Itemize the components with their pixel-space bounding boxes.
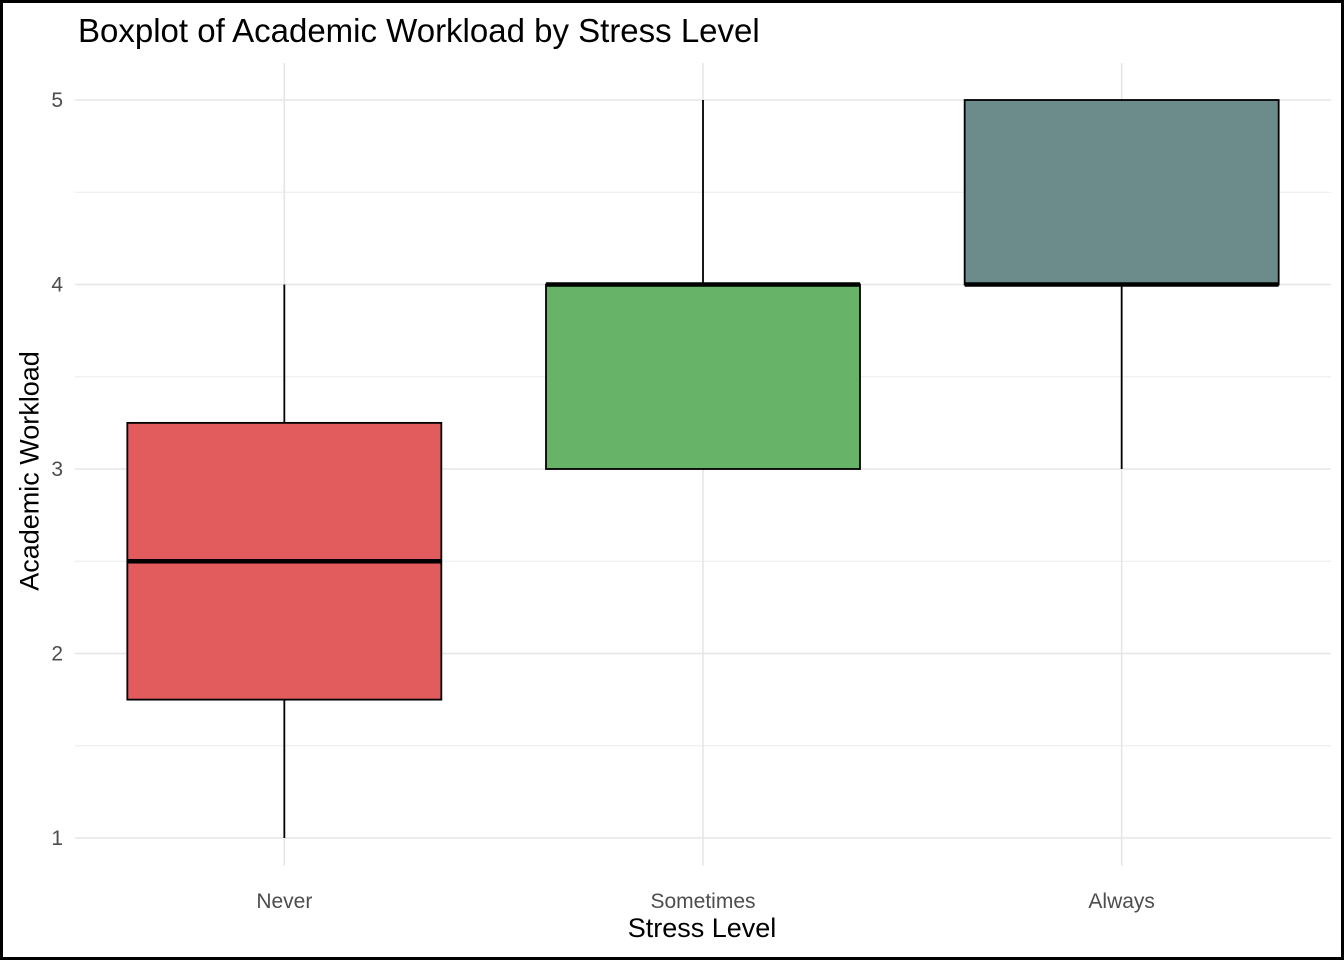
y-axis-label: Academic Workload bbox=[14, 351, 45, 591]
y-tick-label: 4 bbox=[51, 274, 63, 297]
y-tick-label: 1 bbox=[51, 827, 63, 850]
box-always bbox=[963, 99, 1280, 286]
x-tick-label: Never bbox=[256, 890, 312, 913]
x-axis-label: Stress Level bbox=[627, 913, 777, 943]
y-tick-label: 5 bbox=[51, 89, 63, 112]
x-tick-label: Sometimes bbox=[650, 890, 755, 913]
y-tick-label: 3 bbox=[51, 458, 63, 481]
box-sometimes bbox=[545, 283, 861, 470]
plot-area: 1 2 3 4 5 Never Sometimes Always bbox=[51, 63, 1331, 913]
x-tick-label: Always bbox=[1088, 890, 1155, 913]
chart-title: Boxplot of Academic Workload by Stress L… bbox=[78, 12, 760, 49]
y-tick-label: 2 bbox=[51, 643, 63, 666]
